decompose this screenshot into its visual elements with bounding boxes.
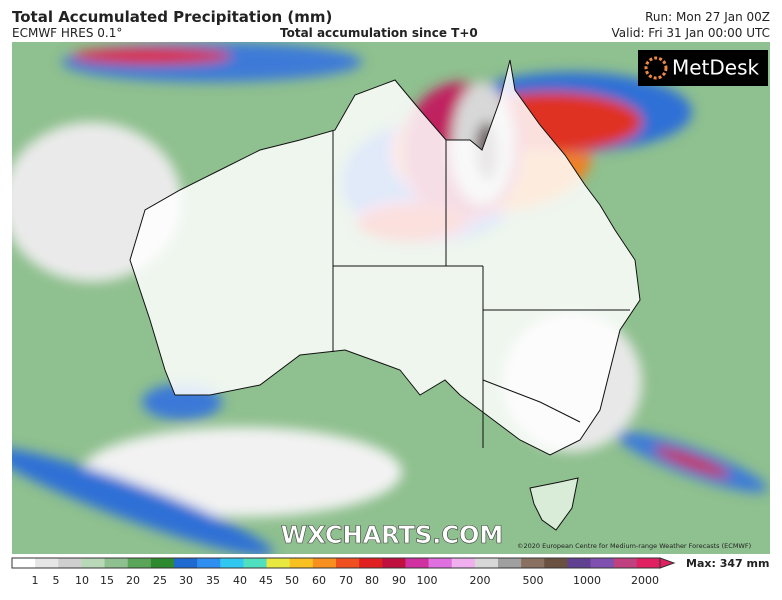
run: Run: Mon 27 Jan 00Z xyxy=(645,10,770,24)
colorbar-label: 80 xyxy=(365,574,379,587)
colorbar-label: 60 xyxy=(312,574,326,587)
colorbar-label: 30 xyxy=(179,574,193,587)
colorbar-cell xyxy=(150,558,175,568)
colorbar-label: 90 xyxy=(392,574,406,587)
colorbar-cell xyxy=(336,558,360,568)
colorbar-cell xyxy=(428,558,453,568)
colorbar-cell xyxy=(544,558,568,568)
colorbar-cell xyxy=(382,558,406,568)
colorbar-label: 20 xyxy=(126,574,140,587)
colorbar-cell xyxy=(220,558,244,568)
colorbar-cell xyxy=(58,558,82,568)
colorbar-label: 50 xyxy=(285,574,299,587)
colorbar-label: 25 xyxy=(153,574,167,587)
colorbar-cell xyxy=(243,558,268,568)
colorbar-label: 40 xyxy=(233,574,247,587)
colorbar-label: 15 xyxy=(100,574,114,587)
colorbar-cell xyxy=(521,558,545,568)
colorbar-cell xyxy=(266,558,291,568)
colorbar-label: 100 xyxy=(417,574,438,587)
copyright: ©2020 European Centre for Medium-range W… xyxy=(517,542,751,550)
colorbar-cell xyxy=(590,558,615,568)
logo-text: MetDesk xyxy=(672,56,760,80)
valid: Valid: Fri 31 Jan 00:00 UTC xyxy=(611,26,770,40)
colorbar-cell xyxy=(405,558,430,568)
colorbar-cell xyxy=(289,558,314,568)
colorbar-arrow xyxy=(659,557,676,569)
colorbar: Max: 347 mm 1 5 10 15 20 25 30 35 40 45 50 60 70 80 90… xyxy=(11,557,769,587)
logo: MetDesk xyxy=(638,50,768,86)
colorbar-cell xyxy=(451,558,476,568)
colorbar-label: 10 xyxy=(75,574,89,587)
colorbar-cell xyxy=(197,558,221,568)
title: Total Accumulated Precipitation (mm) xyxy=(12,8,333,26)
max-label: Max: 347 mm xyxy=(686,557,769,570)
colorbar-label: 500 xyxy=(523,574,544,587)
colorbar-cell xyxy=(359,558,383,568)
colorbar-cell xyxy=(474,558,499,568)
colorbar-label: 35 xyxy=(206,574,220,587)
colorbar-label: 45 xyxy=(259,574,273,587)
colorbar-label: 200 xyxy=(470,574,491,587)
model: ECMWF HRES 0.1° xyxy=(12,26,123,40)
colorbar-cell xyxy=(567,558,592,568)
tasmania xyxy=(529,477,579,531)
australia-land xyxy=(129,59,641,456)
colorbar-cell xyxy=(104,558,129,568)
subtitle: Total accumulation since T+0 xyxy=(280,26,478,40)
colorbar-cell xyxy=(174,558,198,568)
watermark: WXCHARTS.COM xyxy=(281,521,503,549)
colorbar-cell xyxy=(498,558,522,568)
colorbar-label: 1 xyxy=(32,574,39,587)
state-borders xyxy=(332,130,630,448)
colorbar-cell xyxy=(12,558,36,568)
colorbar-label: 1000 xyxy=(573,574,601,587)
map: MetDesk WXCHARTS.COM ©2020 European Cent… xyxy=(12,42,770,554)
colorbar-cell xyxy=(636,558,661,568)
colorbar-cell xyxy=(312,558,337,568)
colorbar-cell xyxy=(81,558,106,568)
colorbar-cell xyxy=(35,558,59,568)
colorbar-label: 5 xyxy=(53,574,60,587)
colorbar-cell xyxy=(613,558,638,568)
colorbar-label: 70 xyxy=(339,574,353,587)
colorbar-cell xyxy=(127,558,152,568)
colorbar-label: 2000 xyxy=(631,574,659,587)
